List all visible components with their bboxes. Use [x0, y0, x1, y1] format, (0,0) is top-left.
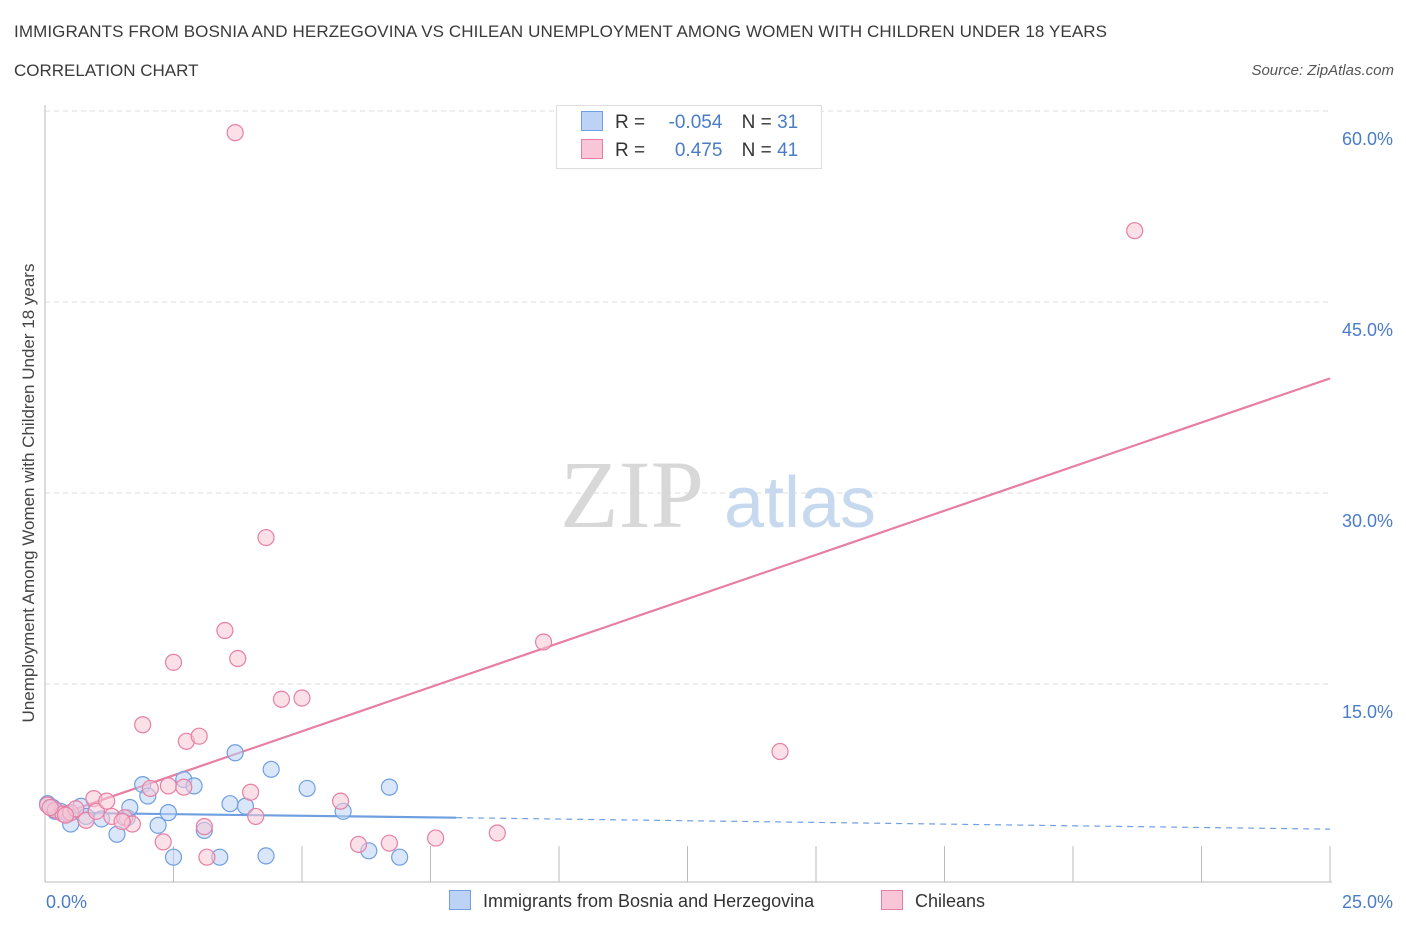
- point-chileans: [229, 649, 247, 668]
- bottom-legend-swatch-chileans: [881, 890, 903, 910]
- point-chileans: [113, 812, 131, 831]
- point-chileans: [56, 806, 75, 824]
- point-chileans: [247, 807, 265, 826]
- y-tick-label: 15.0%: [1342, 702, 1393, 722]
- point-chileans: [257, 528, 275, 547]
- legend-n-value-bosnia: 31: [777, 112, 799, 133]
- point-chileans: [534, 633, 553, 651]
- y-axis-title: Unemployment Among Women with Children U…: [19, 264, 38, 723]
- point-bosnia: [226, 744, 244, 762]
- y-tick-labels: 15.0% 30.0% 45.0% 60.0%: [1342, 129, 1393, 722]
- legend-r-label: R =: [615, 112, 646, 133]
- watermark-zip: ZIP: [560, 441, 704, 548]
- bottom-legend-label-chileans: Chileans: [915, 891, 986, 911]
- point-chileans: [41, 798, 59, 817]
- data-points: [38, 124, 1144, 866]
- point-bosnia: [298, 779, 316, 798]
- point-bosnia: [262, 760, 280, 778]
- x-tick-label-max: 25.0%: [1342, 892, 1393, 912]
- point-chileans: [331, 792, 350, 810]
- point-chileans: [159, 777, 177, 795]
- point-chileans: [349, 835, 368, 854]
- point-chileans: [226, 124, 244, 142]
- bottom-legend-chileans: Chileans: [881, 890, 985, 912]
- point-bosnia: [164, 848, 183, 866]
- y-tick-label: 60.0%: [1342, 129, 1393, 149]
- point-chileans: [1126, 222, 1144, 240]
- y-tick-label: 30.0%: [1342, 511, 1393, 531]
- legend-r-value-chileans: 0.475: [674, 140, 723, 161]
- stats-legend: R = -0.054 N = 31 R = 0.475 N = 41: [556, 105, 822, 169]
- point-bosnia: [221, 795, 239, 813]
- point-chileans: [164, 653, 183, 671]
- legend-n-label: N =: [741, 112, 772, 133]
- legend-swatch-bosnia: [581, 111, 603, 131]
- bottom-legend-swatch-bosnia: [449, 890, 471, 910]
- point-chileans: [488, 824, 506, 842]
- point-chileans: [190, 727, 208, 745]
- legend-r-value-bosnia: -0.054: [668, 112, 723, 133]
- point-chileans: [134, 716, 152, 734]
- point-bosnia: [159, 804, 177, 822]
- point-chileans: [195, 818, 213, 836]
- axes: [44, 105, 1332, 883]
- trend-line-bosnia-extension: [456, 817, 1331, 830]
- point-bosnia: [257, 847, 275, 865]
- legend-r-label: R =: [615, 140, 646, 161]
- point-chileans: [154, 833, 172, 851]
- point-bosnia: [391, 848, 409, 866]
- point-chileans: [216, 621, 234, 640]
- chart-title: IMMIGRANTS FROM BOSNIA AND HERZEGOVINA V…: [14, 22, 1108, 41]
- point-chileans: [427, 829, 445, 847]
- bottom-legend-label-bosnia: Immigrants from Bosnia and Herzegovina: [483, 891, 815, 911]
- point-chileans: [771, 742, 789, 761]
- point-chileans: [87, 802, 106, 820]
- point-bosnia: [380, 778, 398, 796]
- trend-line-chileans: [49, 377, 1331, 819]
- chart-subtitle: CORRELATION CHART: [14, 61, 199, 80]
- point-chileans: [98, 792, 116, 810]
- source-credit: Source: ZipAtlas.com: [1251, 62, 1394, 79]
- point-bosnia: [149, 816, 167, 834]
- x-tick-label-min: 0.0%: [46, 892, 87, 912]
- legend-n-label: N =: [741, 140, 772, 161]
- point-chileans: [198, 848, 216, 866]
- bottom-legend-bosnia: Immigrants from Bosnia and Herzegovina: [449, 890, 814, 912]
- point-chileans: [175, 778, 193, 796]
- point-chileans: [141, 779, 159, 798]
- point-chileans: [380, 834, 398, 852]
- point-chileans: [242, 783, 260, 801]
- legend-row-chileans: R = 0.475 N = 41: [581, 139, 798, 165]
- watermark-atlas: atlas: [724, 463, 876, 543]
- point-chileans: [272, 690, 291, 708]
- y-tick-label: 45.0%: [1342, 320, 1393, 340]
- legend-n-value-chileans: 41: [777, 140, 799, 161]
- point-chileans: [293, 689, 311, 707]
- legend-swatch-chileans: [581, 139, 603, 159]
- legend-row-bosnia: R = -0.054 N = 31: [581, 111, 798, 137]
